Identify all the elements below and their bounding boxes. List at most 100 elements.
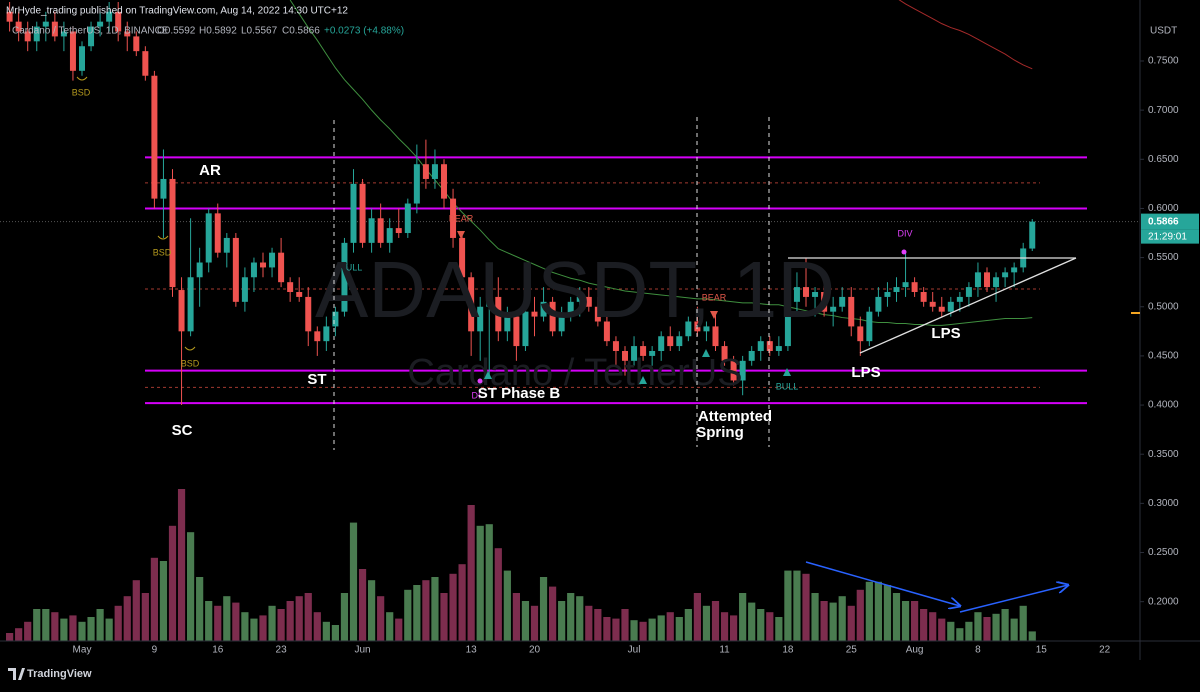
footer (0, 661, 1200, 687)
candle-body (332, 311, 339, 327)
candle-body (459, 237, 466, 278)
candle-body (703, 326, 710, 332)
candle-body (142, 51, 149, 76)
volume-bar (196, 577, 204, 641)
bull-marker (484, 371, 492, 379)
ohlc-value: H0.5892 (199, 26, 237, 37)
candle-body (450, 198, 457, 238)
y-tick-label: 0.6000 (1148, 203, 1179, 214)
volume-bar (648, 618, 656, 641)
x-tick-label: 9 (152, 645, 158, 656)
candle-body (875, 296, 882, 312)
candle-body (839, 296, 846, 307)
volume-bar (630, 620, 638, 641)
candle-body (712, 326, 719, 347)
volume-bar (757, 609, 765, 641)
volume-bar (250, 618, 258, 641)
volume-bar (947, 621, 955, 641)
candle-body (920, 292, 927, 302)
candle-body (97, 21, 104, 27)
signal-label: BSD (153, 247, 172, 257)
bull-marker (702, 349, 710, 357)
bsd-marker (157, 235, 169, 240)
publisher: MrHyde_trading published on TradingView.… (6, 6, 348, 17)
volume-bar (467, 505, 475, 641)
candle-body (558, 316, 565, 332)
volume-bar (829, 602, 837, 641)
x-tick-label: 15 (1036, 645, 1048, 656)
candle-body (1029, 221, 1036, 249)
volume-bar (730, 615, 738, 641)
volume-bar (449, 573, 457, 641)
volume-bar (159, 561, 168, 641)
signal-label: BEAR (702, 292, 727, 302)
footer-brand: TradingView (27, 668, 92, 680)
volume-bar (223, 596, 231, 641)
volume-bar (938, 618, 946, 641)
volume-bar (666, 612, 674, 641)
y-tick-label: 0.3500 (1148, 449, 1179, 460)
volume-arrow (959, 585, 1068, 613)
volume-bar (521, 601, 530, 641)
candle-body (1002, 272, 1009, 278)
volume-bar (883, 585, 892, 641)
volume-bar (974, 612, 982, 641)
candle-body (739, 360, 746, 381)
candle-body (223, 237, 230, 253)
annotation: ST (307, 371, 326, 388)
signal-label: ULL (346, 262, 363, 272)
volume-bar (150, 557, 158, 641)
volume-bar (277, 609, 285, 641)
volume-bar (268, 605, 276, 641)
volume-bar (929, 612, 937, 641)
candle-body (522, 311, 529, 347)
volume-bar (748, 602, 756, 641)
y-tick-label: 0.5500 (1148, 252, 1179, 263)
volume-bar (69, 615, 77, 641)
candle-body (241, 277, 248, 302)
candle-body (124, 31, 131, 37)
candle-body (486, 296, 493, 307)
volume-bar (440, 593, 448, 641)
volume-bar (349, 522, 358, 641)
volume-bar (594, 609, 602, 641)
volume-bar (802, 573, 810, 641)
candle-body (857, 326, 864, 342)
volume-bar (494, 548, 502, 641)
symbol: Cardano / TetherUS, 1D, BINANCE (12, 26, 169, 37)
signal-label: BULL (776, 381, 799, 391)
candle-body (830, 306, 837, 312)
candle-body (133, 36, 140, 52)
volume-bar (214, 605, 222, 641)
volume-bar (775, 617, 783, 641)
signal-label: DI (472, 390, 481, 400)
volume-bar (784, 570, 792, 641)
volume-bar (15, 628, 23, 641)
volume-bar (549, 586, 557, 641)
candle-body (984, 272, 990, 288)
volume-bar (603, 617, 611, 641)
volume-bar (51, 612, 59, 641)
signal-label: DIV (897, 228, 912, 238)
volume-bar (811, 593, 819, 641)
candle-body (585, 296, 592, 307)
candle-body (821, 292, 828, 312)
volume-bar (476, 525, 484, 641)
candle-body (305, 296, 312, 332)
x-tick-label: 18 (782, 645, 794, 656)
candle-body (106, 11, 113, 22)
candle-body (368, 218, 375, 243)
annotation: Attempted (698, 408, 772, 425)
candle-body (214, 213, 221, 253)
candle-body (947, 301, 954, 312)
candle-body (42, 21, 49, 27)
candle-body (495, 296, 502, 332)
volume-bar (286, 601, 294, 641)
last-price-tag (1141, 213, 1199, 230)
candle-body (748, 350, 755, 361)
candle-body (622, 350, 628, 361)
volume-bar (259, 615, 267, 641)
volume-bar (295, 596, 303, 641)
candle-body (169, 178, 176, 288)
volume-bar (358, 569, 367, 641)
